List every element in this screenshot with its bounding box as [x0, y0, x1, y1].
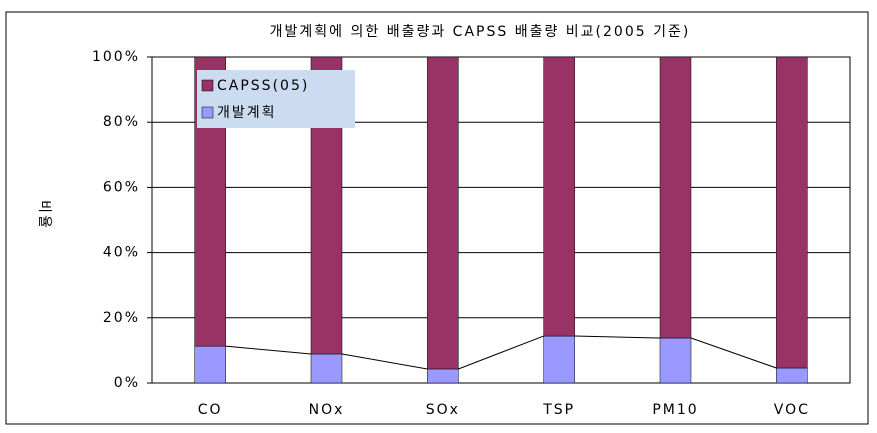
x-tick-label: TSP	[542, 402, 575, 418]
x-tick-label: CO	[198, 402, 223, 418]
y-tick-label: 60%	[103, 179, 140, 195]
bar-segment	[194, 345, 226, 384]
y-tick-label: 80%	[103, 114, 140, 130]
bar-segment	[776, 367, 808, 384]
series-line	[225, 345, 312, 355]
series-line	[341, 353, 428, 370]
bar-segment	[543, 335, 575, 384]
bar-segment	[543, 56, 575, 337]
y-tick-label: 0%	[114, 375, 140, 391]
chart-title: 개발계획에 의한 배출량과 CAPSS 배출량 비교(2005 기준)	[270, 24, 691, 40]
bar-segment	[659, 337, 692, 384]
series-line	[574, 335, 661, 339]
legend-box	[197, 70, 355, 128]
x-tick-label: VOC	[774, 402, 810, 418]
bar-segment	[427, 368, 459, 384]
legend-swatch	[201, 79, 214, 92]
series-line	[458, 335, 544, 370]
bar-segment	[776, 56, 808, 369]
y-tick-label: 100%	[92, 49, 140, 65]
y-tick-label: 40%	[103, 245, 140, 261]
legend-label: CAPSS(05)	[217, 78, 309, 94]
series-line	[690, 337, 777, 369]
legend-label: 개발계획	[217, 105, 277, 121]
y-tick-label: 20%	[103, 310, 140, 326]
x-tick-label: NOx	[309, 402, 345, 418]
legend-swatch	[201, 106, 214, 119]
bar-segment	[427, 56, 459, 370]
x-tick-label: PM10	[652, 402, 698, 418]
bar-segment	[659, 56, 692, 339]
y-axis-label: 비율	[36, 200, 52, 230]
x-tick-label: SOx	[426, 402, 460, 418]
bar-segment	[310, 353, 343, 384]
